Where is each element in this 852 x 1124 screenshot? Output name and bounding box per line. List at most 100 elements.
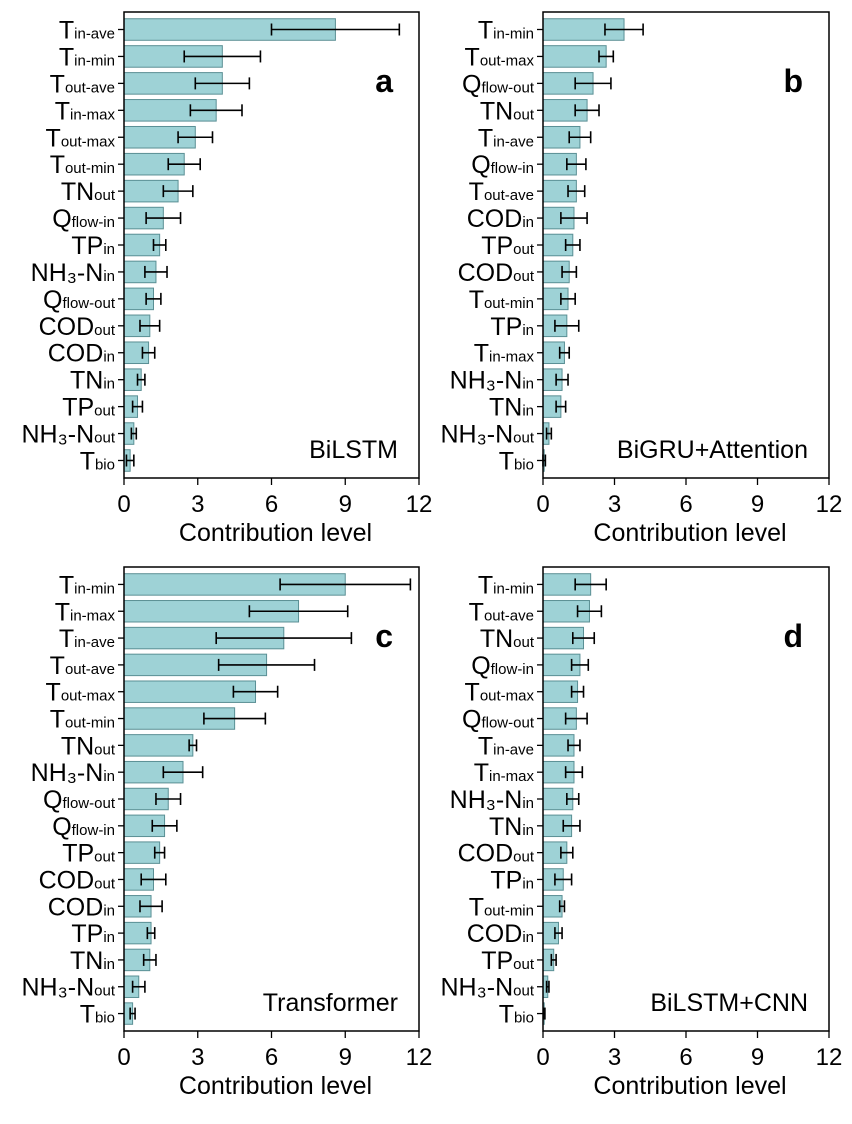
chart-panel-b: Tin-minTout-maxQflow-outTNoutTin-aveQflo… (440, 11, 843, 547)
x-tick-label: 6 (265, 1044, 278, 1071)
category-label: TPin (71, 920, 115, 948)
category-label: Tout-min (50, 151, 115, 179)
category-label: TNin (489, 394, 534, 422)
x-axis-title: Contribution level (593, 519, 786, 547)
category-label: Tin-min (478, 17, 534, 45)
category-label: CODin (467, 205, 534, 233)
chart-panel-c: Tin-minTin-maxTin-aveTout-aveTout-maxTou… (21, 566, 433, 1100)
category-label: Qflow-in (52, 813, 115, 841)
category-label: TPout (62, 840, 116, 868)
category-label: Tin-max (474, 759, 535, 787)
category-label: NH₃-Nin (450, 786, 534, 814)
category-label: Tout-max (46, 124, 116, 152)
category-label: Tout-ave (50, 652, 115, 680)
category-label: Tout-max (46, 679, 116, 707)
x-tick-label: 12 (406, 491, 433, 518)
category-label: TPin (490, 313, 534, 341)
category-label: Tin-max (55, 598, 116, 626)
category-label: Qflow-out (462, 706, 535, 734)
category-label: Tbio (80, 1001, 115, 1029)
category-label: TPout (62, 394, 116, 422)
category-label: Qflow-out (43, 286, 116, 314)
category-label: NH₃-Nout (21, 421, 115, 449)
category-label: CODout (458, 840, 535, 868)
category-label: CODout (39, 313, 116, 341)
category-label: TPout (481, 232, 535, 260)
category-label: Tin-ave (478, 124, 534, 152)
x-tick-label: 6 (265, 491, 278, 518)
category-label: NH₃-Nin (31, 259, 115, 287)
chart-panel-a: Tin-aveTin-minTout-aveTin-maxTout-maxTou… (21, 11, 433, 547)
category-label: Tbio (80, 447, 115, 475)
x-tick-label: 6 (679, 491, 692, 518)
category-label: Tin-max (55, 97, 116, 125)
category-label: Tout-min (469, 286, 534, 314)
x-tick-label: 12 (816, 1044, 843, 1071)
x-tick-label: 6 (679, 1044, 692, 1071)
x-tick-label: 3 (608, 491, 621, 518)
x-tick-label: 0 (117, 1044, 130, 1071)
x-tick-label: 9 (339, 491, 352, 518)
x-tick-label: 3 (191, 491, 204, 518)
x-tick-label: 0 (536, 491, 549, 518)
category-label: Tin-min (59, 43, 115, 71)
category-label: Tin-ave (478, 732, 534, 760)
x-axis-title: Contribution level (593, 1072, 786, 1100)
bar (542, 45, 607, 68)
category-label: Tout-max (465, 679, 535, 707)
category-label: Qflow-out (43, 786, 116, 814)
category-label: Qflow-in (52, 205, 115, 233)
x-axis-title: Contribution level (179, 1072, 372, 1100)
category-label: NH₃-Nout (440, 421, 534, 449)
category-label: Tout-ave (469, 178, 534, 206)
category-label: TNout (61, 178, 116, 206)
category-label: Qflow-in (471, 652, 534, 680)
category-label: Tout-min (469, 893, 534, 921)
bar (123, 734, 194, 757)
category-label: TNin (70, 367, 115, 395)
category-label: CODout (39, 866, 116, 894)
x-tick-label: 12 (406, 1044, 433, 1071)
category-label: Tout-ave (469, 598, 534, 626)
model-label: BiGRU+Attention (617, 436, 808, 464)
panel-letter: b (783, 63, 803, 99)
category-label: Tin-max (474, 340, 535, 368)
category-label: TPin (490, 866, 534, 894)
x-tick-label: 9 (339, 1044, 352, 1071)
category-label: TNin (70, 947, 115, 975)
category-label: Tin-min (59, 571, 115, 599)
category-label: CODin (467, 920, 534, 948)
panel-letter: c (375, 618, 393, 654)
x-tick-label: 3 (608, 1044, 621, 1071)
category-label: TNin (489, 813, 534, 841)
category-label: Tin-ave (59, 625, 115, 653)
category-label: Tout-ave (50, 70, 115, 98)
model-label: BiLSTM+CNN (650, 989, 808, 1017)
category-label: Tout-max (465, 43, 535, 71)
model-label: Transformer (263, 989, 398, 1017)
category-label: TPout (481, 947, 535, 975)
x-tick-label: 0 (117, 491, 130, 518)
x-tick-label: 9 (751, 491, 764, 518)
category-label: NH₃-Nout (21, 974, 115, 1002)
category-label: CODin (48, 893, 115, 921)
category-label: Qflow-out (462, 70, 535, 98)
category-label: TNout (480, 97, 535, 125)
category-label: Tout-min (50, 706, 115, 734)
category-label: TNout (480, 625, 535, 653)
category-label: Tin-ave (59, 17, 115, 45)
x-tick-label: 12 (816, 491, 843, 518)
x-axis-title: Contribution level (179, 519, 372, 547)
panel-letter: a (375, 63, 393, 99)
category-label: CODin (48, 340, 115, 368)
category-label: Tbio (499, 1001, 534, 1029)
category-label: Tin-min (478, 571, 534, 599)
category-label: CODout (458, 259, 535, 287)
category-label: TPin (71, 232, 115, 260)
chart-panel-d: Tin-minTout-aveTNoutQflow-inTout-maxQflo… (440, 566, 843, 1100)
x-tick-label: 9 (751, 1044, 764, 1071)
category-label: NH₃-Nout (440, 974, 534, 1002)
model-label: BiLSTM (309, 436, 398, 464)
category-label: TNout (61, 732, 116, 760)
